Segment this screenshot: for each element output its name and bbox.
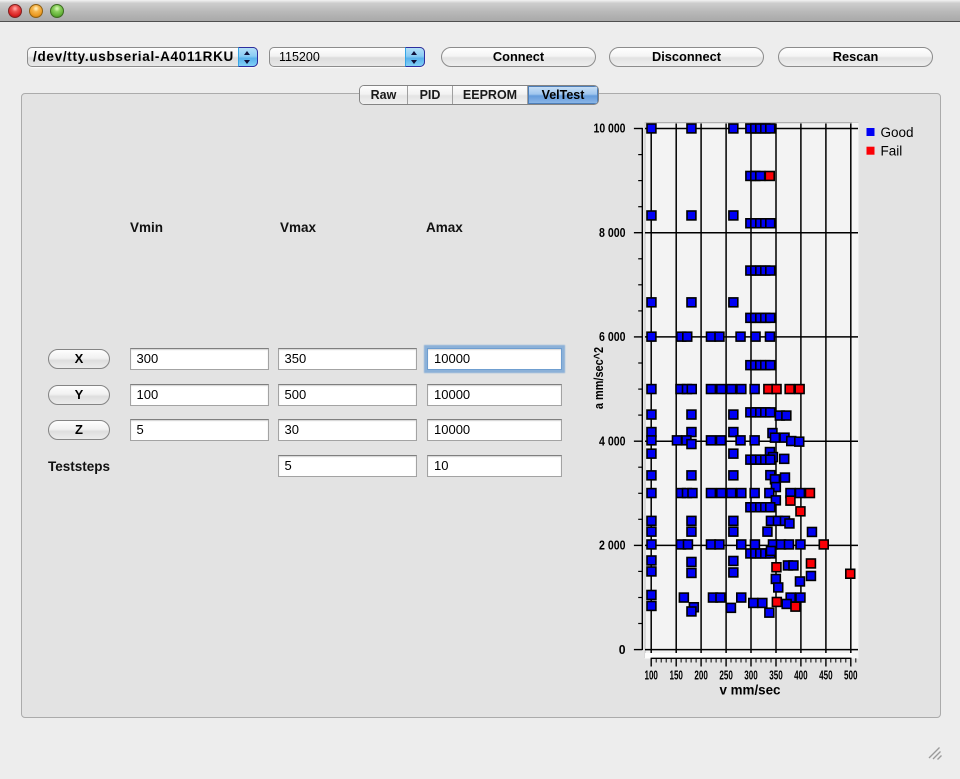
svg-text:v mm/sec: v mm/sec: [720, 683, 781, 698]
svg-text:8 000: 8 000: [599, 225, 626, 240]
svg-text:a mm/sec^2: a mm/sec^2: [591, 347, 606, 410]
svg-text:Good: Good: [881, 125, 914, 140]
svg-text:10 000: 10 000: [594, 121, 626, 136]
svg-text:0: 0: [619, 642, 626, 657]
svg-text:300: 300: [744, 668, 758, 683]
svg-text:Fail: Fail: [881, 144, 903, 159]
svg-text:400: 400: [794, 668, 808, 683]
svg-text:200: 200: [694, 668, 708, 683]
svg-text:6 000: 6 000: [599, 329, 626, 344]
svg-text:150: 150: [669, 668, 683, 683]
svg-text:100: 100: [644, 668, 658, 683]
svg-text:500: 500: [844, 668, 858, 683]
svg-text:250: 250: [719, 668, 733, 683]
svg-text:450: 450: [819, 668, 833, 683]
svg-text:350: 350: [769, 668, 783, 683]
svg-text:2 000: 2 000: [599, 538, 626, 553]
svg-text:4 000: 4 000: [599, 433, 626, 448]
